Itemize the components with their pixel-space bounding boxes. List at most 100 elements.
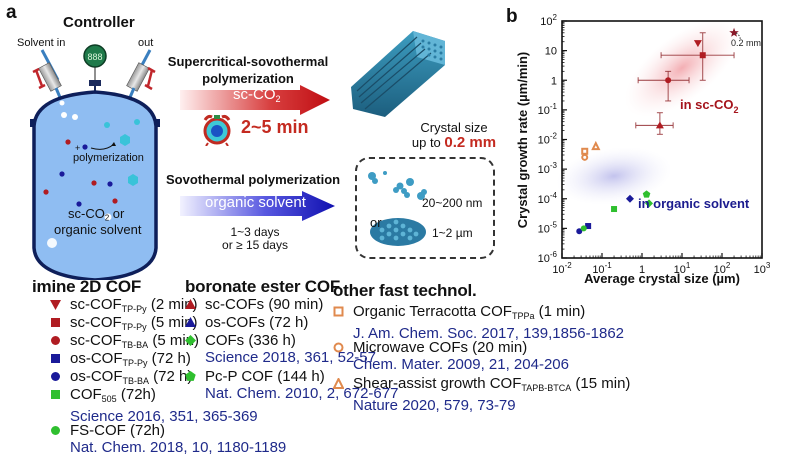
crystal-size-prefix: up to	[411, 135, 445, 150]
legend-item-duration: (20 min)	[468, 339, 528, 356]
solvent-in-label: Solvent in	[17, 37, 66, 49]
square-marker-icon	[51, 354, 60, 363]
solvothermal-time-line2: or ≥ 15 days	[222, 238, 288, 252]
x-tick-label: 102	[714, 261, 731, 276]
medium-label-1: sc-CO2 or	[68, 206, 124, 223]
legend-item-label: os-COFTB-BA (72 h)	[70, 368, 192, 390]
sc-region-label: in sc-CO2	[680, 97, 738, 115]
legend-item-citation: J. Am. Chem. Soc. 2017, 139,1856-1862	[353, 325, 625, 343]
legend-fast-title: other fast technol.	[333, 281, 477, 300]
y-tick-label: 10-3	[538, 161, 558, 176]
legend-item-label: Pc-P COF (144 h) Nat. Chem. 2010, 2, 672-…	[205, 368, 398, 402]
legend-item-duration: (72 h)	[147, 350, 191, 367]
alarm-clock-icon	[203, 114, 231, 146]
legend-item-label: Microwave COFs (20 min) Chem. Mater. 2009…	[353, 339, 569, 373]
triangle-up-marker-icon	[185, 317, 196, 327]
x-tick-label: 101	[674, 261, 691, 276]
legend-item-citation: Nat. Chem. 2010, 2, 672-677	[205, 385, 399, 402]
legend-item-name: Microwave COFs	[353, 339, 469, 356]
data-point-square	[611, 206, 618, 213]
legend-item-name: sc-COF	[70, 332, 122, 349]
data-point-circle	[665, 77, 672, 84]
legend-item-duration: (72 h)	[265, 314, 309, 331]
data-point-square	[585, 223, 592, 230]
data-point-open-triangle	[591, 140, 601, 151]
y-tick-label: 1	[551, 75, 557, 87]
out-label: out	[138, 37, 154, 49]
organic-solvent-arrow-label: organic solvent	[205, 194, 306, 211]
circle-marker-icon	[51, 426, 60, 435]
open-circle-marker-icon	[333, 342, 344, 353]
panel-a-letter: a	[6, 2, 17, 23]
sc-time: 2~5 min	[241, 117, 309, 137]
y-tick-label: 10-2	[538, 132, 558, 147]
data-point-triangle-up	[655, 121, 664, 129]
data-point-open-circle	[581, 153, 589, 161]
organic-solvent-arrow	[180, 191, 335, 221]
circle-marker-icon	[51, 372, 60, 381]
legend-item-name: os-COF	[70, 350, 123, 367]
legend-item-citation: Nat. Chem. 2018, 10, 1180-1189	[70, 439, 287, 456]
hexagonal-crystal	[370, 218, 426, 246]
y-tick-label: 10-6	[538, 250, 558, 265]
x-tick-label: 10-1	[592, 261, 612, 276]
legend-item-duration: (1 min)	[534, 303, 586, 320]
monomer-dots: +	[43, 119, 140, 207]
data-point-diamond	[625, 194, 634, 203]
triangle-up-marker-icon	[185, 299, 196, 309]
legend-item-subscript: TB-BA	[121, 340, 149, 351]
legend-item-label: COFs (336 h) Science 2018, 361, 52-57	[205, 332, 376, 366]
legend-item-citation: Nature 2020, 579, 73-79	[353, 397, 516, 415]
top-route-title-line1: Supercritical-sovothermal	[167, 54, 329, 69]
x-tick-label: 10-2	[552, 261, 572, 276]
legend-item-name: Organic Terracotta COF	[353, 303, 512, 320]
data-point-circle	[576, 228, 583, 235]
growth-rate-chart: 10-2 10-1 1 101 102 10310-610-510-410-310-210…	[515, 13, 771, 286]
legend-item-subscript: TP-Py	[121, 322, 147, 333]
legend-item-subscript: TPPa	[511, 311, 535, 322]
legend-item-citation: Science 2016, 351, 365-369	[70, 408, 258, 426]
open-triangle-marker-icon	[333, 378, 344, 389]
panel-b-letter: b	[506, 6, 518, 27]
legend-item-label: os-COFs (72 h)	[205, 314, 308, 331]
y-tick-label: 10-5	[538, 220, 558, 235]
organic-region-glow	[556, 147, 672, 205]
legend-item-name: os-COFs	[205, 314, 265, 331]
crystal-size-value: 0.2 mm	[444, 134, 497, 151]
sc-co2-arrow-label: sc-CO2	[233, 86, 281, 104]
small-crystals-box	[355, 157, 495, 259]
data-point-triangle-down	[693, 40, 702, 48]
legend-item-label: FS-COF (72h) Nat. Chem. 2018, 10, 1180-11…	[70, 422, 286, 456]
solvothermal-time-line1: 1~3 days	[230, 225, 280, 239]
sc-co2-arrow	[180, 85, 330, 115]
legend-item-subscript: TP-Py	[122, 358, 148, 369]
inlet-pipe	[32, 49, 64, 103]
solvothermal-time: 1~3 days or ≥ 15 days	[200, 226, 310, 252]
top-route-title-line2: polymerization	[202, 71, 294, 86]
sc-co2-text: sc-CO	[233, 86, 276, 103]
legend-item-name: COFs	[205, 332, 245, 349]
medium-label-sc: sc-CO	[68, 206, 105, 221]
pentagon-marker-icon	[185, 371, 196, 381]
triangle-down-marker-icon	[50, 300, 61, 310]
legend-item-duration: (72 h)	[149, 368, 193, 385]
legend-item-name: sc-COF	[70, 314, 122, 331]
crystal-size-line1: Crystal size	[420, 120, 488, 135]
legend-item-label: sc-COFTB-BA (5 min)	[70, 332, 199, 354]
open-square-marker-icon	[333, 306, 344, 317]
star-note-arrow	[735, 32, 741, 41]
legend-item-name: sc-COF	[70, 296, 122, 313]
data-point-square	[699, 52, 706, 59]
top-route-title: Supercritical-sovothermal polymerization	[163, 53, 333, 87]
square-marker-icon	[51, 318, 60, 327]
legend-item-duration: (72h)	[116, 386, 156, 403]
sc-region-text: in sc-CO	[680, 97, 733, 112]
legend-item-duration: (336 h)	[244, 332, 296, 349]
legend-item-label: os-COFTP-Py (72 h)	[70, 350, 191, 372]
legend-item-duration: (15 min)	[571, 375, 631, 392]
y-tick-label: 10-4	[538, 191, 558, 206]
legend-item-duration: (90 min)	[264, 296, 324, 313]
small-crystals-image	[368, 171, 427, 246]
legend-item-duration: (5 min)	[148, 332, 200, 349]
legend-item-name: Shear-assist growth COF	[353, 375, 522, 392]
